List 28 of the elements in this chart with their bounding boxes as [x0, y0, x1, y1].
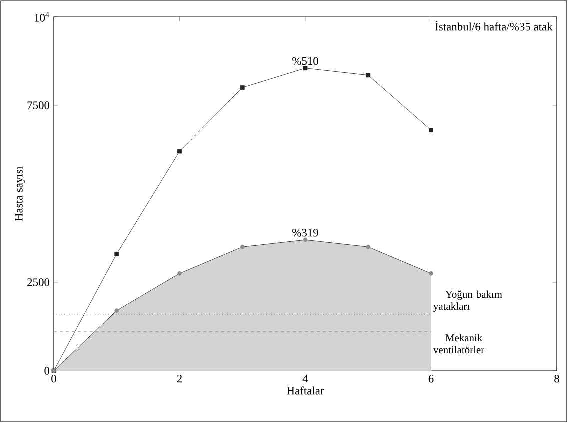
point	[240, 86, 245, 90]
x-tick-label: 8	[554, 375, 560, 383]
y-tick-label: 2500	[28, 278, 50, 286]
y-tick-label: 7500	[28, 102, 50, 110]
point	[429, 128, 434, 132]
x-tick-label: 2	[177, 375, 182, 383]
point	[366, 244, 371, 250]
x-tick-label: 6	[428, 375, 434, 383]
point	[178, 149, 182, 154]
annotation: %319	[292, 229, 318, 237]
point	[178, 271, 182, 276]
point	[114, 252, 120, 256]
annotation: İstanbul/6 hafta/%35 atak	[435, 21, 553, 31]
point	[240, 244, 245, 250]
annotation: %510	[292, 57, 318, 66]
point	[303, 238, 308, 242]
x-tick-label: 4	[302, 375, 308, 383]
point	[303, 66, 308, 71]
point	[429, 271, 434, 276]
y-axis-title: Hasta sayısı	[15, 166, 26, 222]
point	[114, 308, 120, 314]
point	[366, 73, 371, 78]
ref-line-label: Yoğun bakım yatakları	[434, 290, 502, 312]
y-tick-label: 0	[44, 367, 50, 375]
y-tick-label: 10$^{4}$	[35, 12, 50, 22]
x-tick-label: 0	[52, 375, 56, 383]
x-axis-title: Haftalar	[287, 386, 324, 395]
ref-line-label: Mekanik ventilatörler	[433, 334, 484, 354]
